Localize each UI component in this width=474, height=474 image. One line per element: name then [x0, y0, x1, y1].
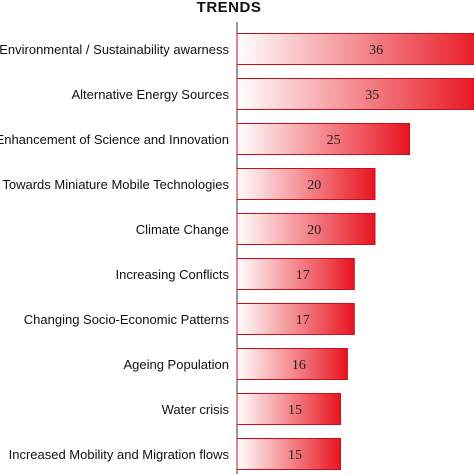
category-label: Climate Change	[136, 222, 229, 237]
bar	[236, 258, 355, 290]
category-label: Ageing Population	[123, 357, 229, 372]
bar	[236, 393, 341, 425]
bars-layer: Environmental / Sustainability awarness 3…	[0, 33, 474, 470]
data-label: 20	[307, 223, 321, 238]
category-label: Changing Socio-Economic Patterns	[24, 312, 230, 327]
bar	[236, 348, 348, 380]
bar	[236, 78, 474, 110]
category-label: Water crisis	[162, 402, 230, 417]
bar	[236, 33, 474, 65]
category-label: Enhancement of Science and Innovation	[0, 132, 229, 147]
bar	[236, 168, 376, 200]
data-label: 25	[327, 133, 341, 148]
data-label: 17	[296, 268, 310, 283]
bar	[236, 438, 341, 470]
bar	[236, 303, 355, 335]
category-label: Towards Miniature Mobile Technologies	[2, 177, 229, 192]
data-label: 35	[365, 88, 379, 103]
data-label: 17	[296, 313, 310, 328]
data-label: 36	[369, 43, 383, 58]
category-label: Alternative Energy Sources	[71, 87, 229, 102]
data-label: 20	[307, 178, 321, 193]
bar	[236, 213, 376, 245]
data-label: 15	[288, 403, 302, 418]
category-label: Increasing Conflicts	[116, 267, 230, 282]
data-label: 15	[288, 448, 302, 463]
chart-title: TRENDS	[197, 0, 262, 16]
bar	[236, 123, 410, 155]
data-label: 16	[292, 358, 306, 373]
category-label: Increased Mobility and Migration flows	[9, 447, 230, 462]
category-label: Environmental / Sustainability awarness	[0, 42, 229, 57]
